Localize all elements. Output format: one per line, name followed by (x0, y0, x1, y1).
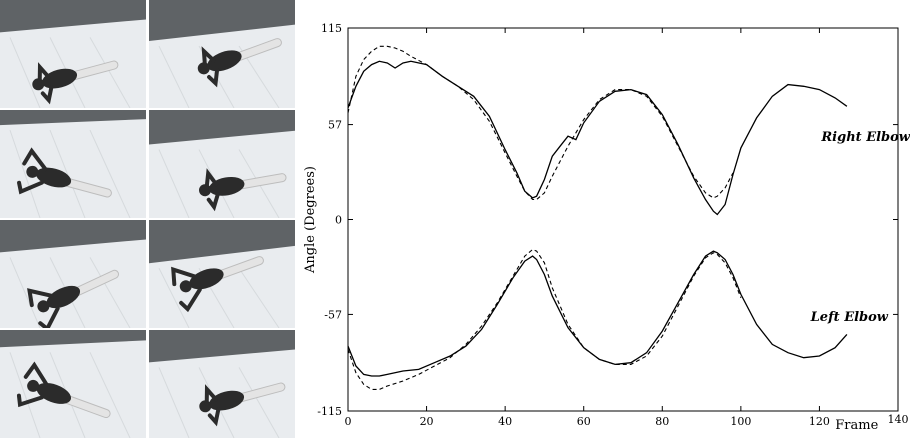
y-tick-label: 0 (335, 214, 342, 227)
person-figure (17, 147, 112, 198)
person-figure (32, 60, 119, 105)
y-tick-label: -115 (317, 405, 342, 418)
pose-photo (149, 330, 295, 438)
person-figure (16, 361, 111, 419)
x-tick-label: 100 (730, 415, 751, 428)
y-axis-label: Angle (Degrees) (303, 166, 318, 274)
y-tick-label: 115 (321, 22, 342, 35)
elbow-angle-chart: 0 20 40 60 80 100 120 140 -115 -57 0 57 115 Angle (D… (303, 22, 910, 433)
axis-ticks: 0 20 40 60 80 100 120 140 -115 -57 0 57 115 (317, 22, 908, 428)
left-elbow-label: Left Elbow (810, 310, 889, 325)
pose-photo (0, 330, 146, 438)
series-layer (347, 45, 848, 390)
x-tick-label: 60 (577, 415, 591, 428)
pose-photo (149, 110, 295, 218)
pose-photo (149, 220, 295, 328)
series-line-right-elbow-dashed (347, 45, 734, 201)
series-line-left-elbow-dashed (347, 248, 742, 390)
pose-photo (0, 220, 146, 328)
right-elbow-label: Right Elbow (820, 130, 910, 145)
x-tick-label: 140 (888, 413, 909, 426)
pose-photo (0, 0, 146, 108)
plot-border (347, 27, 899, 412)
plot-frame (347, 27, 899, 412)
person-figure (171, 256, 264, 313)
x-axis-label: Frame (835, 418, 878, 433)
person-figure (27, 269, 120, 328)
x-tick-label: 80 (655, 415, 669, 428)
x-tick-label: 0 (345, 415, 352, 428)
person-figure (199, 168, 287, 212)
x-tick-label: 40 (498, 415, 512, 428)
y-tick-label: -57 (324, 308, 342, 321)
series-line-left-elbow-solid (347, 250, 848, 377)
pose-photo-grid (0, 0, 295, 438)
person-figure (197, 38, 282, 88)
pose-photo (0, 110, 146, 218)
x-tick-label: 20 (420, 415, 434, 428)
y-tick-label: 57 (328, 119, 342, 132)
x-tick-label: 120 (809, 415, 830, 428)
series-line-right-elbow-solid (347, 60, 848, 216)
pose-photo (149, 0, 295, 108)
person-figure (199, 382, 286, 427)
